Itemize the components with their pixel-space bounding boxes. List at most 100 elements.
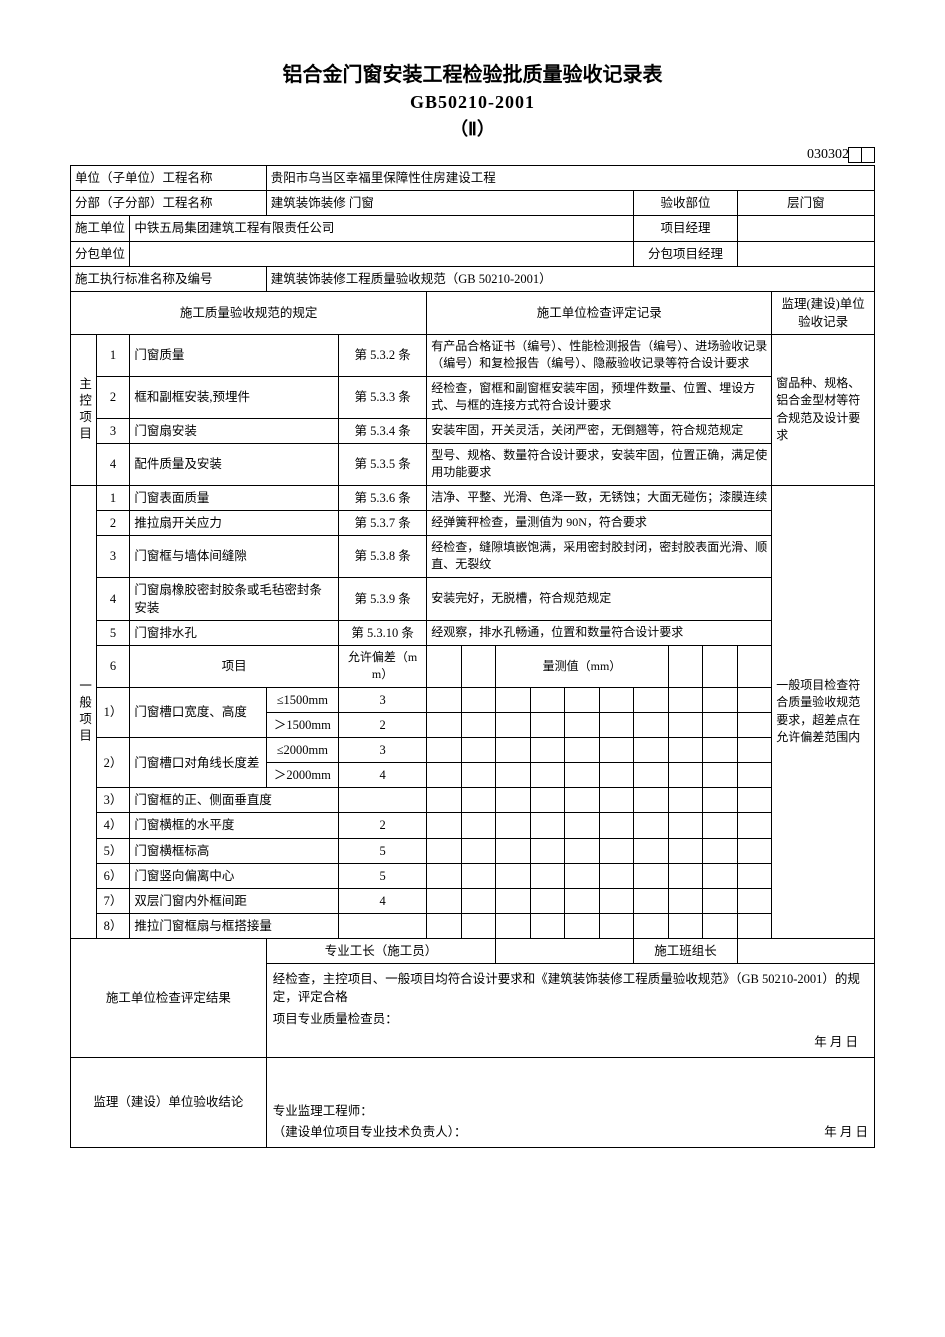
tol-row: 8） 推拉门窗框扇与框搭接量	[71, 913, 875, 938]
item-name: 门窗扇安装	[130, 418, 339, 443]
meas-cell	[668, 712, 703, 737]
item-name: 门窗扇橡胶密封胶条或毛毡密封条安装	[130, 577, 339, 620]
tol-num: 1）	[96, 687, 130, 737]
tol-num: 8）	[96, 913, 130, 938]
gen-sup: 一般项目检查符合质量验收规范要求，超差点在允许偏差范围内	[772, 485, 875, 938]
tol-val: 3	[338, 687, 426, 712]
tol-val: 2	[338, 712, 426, 737]
meas-cell	[427, 687, 462, 712]
sup-header: 监理(建设)单位验收记录	[772, 291, 875, 334]
meas-cell	[737, 913, 772, 938]
tol-num: 6）	[96, 863, 130, 888]
meas-cell	[668, 913, 703, 938]
doc-roman: （Ⅱ）	[70, 115, 875, 141]
result-header-row: 施工单位检查评定结果 专业工长（施工员） 施工班组长	[71, 939, 875, 964]
item-num: 1	[96, 335, 130, 377]
meas-cell	[634, 838, 669, 863]
info-row: 施工执行标准名称及编号 建筑装饰装修工程质量验收规范（GB 50210-2001…	[71, 266, 875, 291]
sub-label: 分部（子分部）工程名称	[71, 191, 267, 216]
spec-header: 施工质量验收规范的规定	[71, 291, 427, 334]
item-record: 经检查，缝隙填嵌饱满，采用密封胶封闭，密封胶表面光滑、顺直、无裂纹	[427, 535, 772, 577]
meas-cell	[496, 738, 531, 763]
meas-cell	[565, 913, 600, 938]
meas-cell	[530, 738, 565, 763]
foreman-label: 专业工长（施工员）	[266, 939, 495, 964]
meas-cell	[668, 763, 703, 788]
item-clause: 第 5.3.6 条	[338, 485, 426, 510]
tol-row: 4） 门窗横框的水平度 2	[71, 813, 875, 838]
tol-row: 6） 门窗竖向偏离中心 5	[71, 863, 875, 888]
main-table: 单位（子单位）工程名称 贵阳市乌当区幸福里保障性住房建设工程 分部（子分部）工程…	[70, 165, 875, 1147]
tol-name: 门窗竖向偏离中心	[130, 863, 339, 888]
code-box	[848, 147, 862, 163]
meas-cell	[427, 813, 462, 838]
tol-header-row: 6 项目 允许偏差（mm） 量测值（mm）	[71, 645, 875, 687]
meas-cell	[703, 712, 738, 737]
constr-unit-value: 中铁五局集团建筑工程有限责任公司	[130, 216, 634, 241]
meas-cell	[737, 888, 772, 913]
item-clause: 第 5.3.10 条	[338, 620, 426, 645]
tol-num: 2）	[96, 738, 130, 788]
tol-name: 门窗槽口对角线长度差	[130, 738, 266, 788]
tol-val: 3	[338, 738, 426, 763]
meas-cell	[565, 788, 600, 813]
main-item-row: 主控项目 1 门窗质量 第 5.3.2 条 有产品合格证书（编号）、性能检测报告…	[71, 335, 875, 377]
item-num: 4	[96, 577, 130, 620]
gen-item-row: 一般项目 1 门窗表面质量 第 5.3.6 条 洁净、平整、光滑、色泽一致，无锈…	[71, 485, 875, 510]
tol-name: 门窗框的正、侧面垂直度	[130, 788, 339, 813]
meas-cell	[634, 888, 669, 913]
item-record: 经观察，排水孔畅通，位置和数量符合设计要求	[427, 620, 772, 645]
tol-num: 7）	[96, 888, 130, 913]
item-num: 3	[96, 535, 130, 577]
item-num: 2	[96, 376, 130, 418]
item-name: 框和副框安装,预埋件	[130, 376, 339, 418]
tol-name: 门窗横框的水平度	[130, 813, 339, 838]
tol-name: 双层门窗内外框间距	[130, 888, 339, 913]
meas-cell	[599, 838, 634, 863]
meas-cell	[427, 838, 462, 863]
meas-cell	[530, 813, 565, 838]
meas-cell	[461, 738, 496, 763]
meas-cell	[496, 813, 531, 838]
item-num: 6	[96, 645, 130, 687]
meas-cell	[668, 645, 703, 687]
meas-cell	[461, 687, 496, 712]
meas-cell	[565, 813, 600, 838]
meas-cell	[599, 763, 634, 788]
gen-item-row: 4 门窗扇橡胶密封胶条或毛毡密封条安装 第 5.3.9 条 安装完好，无脱槽，符…	[71, 577, 875, 620]
meas-cell	[703, 888, 738, 913]
meas-cell	[634, 687, 669, 712]
tol-row: 3） 门窗框的正、侧面垂直度	[71, 788, 875, 813]
meas-cell	[461, 788, 496, 813]
meas-cell	[737, 738, 772, 763]
accept-part-label: 验收部位	[634, 191, 738, 216]
meas-cell	[634, 738, 669, 763]
meas-cell	[427, 712, 462, 737]
meas-cell	[668, 738, 703, 763]
result-text2: 项目专业质量检查员：	[273, 1010, 868, 1028]
sup-text1: 专业监理工程师：	[273, 1102, 868, 1120]
item-clause: 第 5.3.2 条	[338, 335, 426, 377]
meas-cell	[703, 763, 738, 788]
main-sup: 窗品种、规格、铝合金型材等符合规范及设计要求	[772, 335, 875, 485]
item-clause: 第 5.3.4 条	[338, 418, 426, 443]
result-body: 经检查，主控项目、一般项目均符合设计要求和《建筑装饰装修工程质量验收规范》（GB…	[266, 964, 874, 1058]
meas-cell	[599, 738, 634, 763]
sup-date: 年 月 日	[824, 1123, 868, 1141]
foreman-value	[496, 939, 634, 964]
meas-cell	[599, 788, 634, 813]
team-label: 施工班组长	[634, 939, 738, 964]
sup-row: 监理（建设）单位验收结论 专业监理工程师： （建设单位项目专业技术负责人）： 年…	[71, 1057, 875, 1147]
meas-cell	[599, 888, 634, 913]
section-header-row: 施工质量验收规范的规定 施工单位检查评定记录 监理(建设)单位验收记录	[71, 291, 875, 334]
doc-code: 030302	[807, 147, 849, 162]
meas-cell	[668, 813, 703, 838]
sub-value: 建筑装饰装修 门窗	[266, 191, 633, 216]
tol-name: 门窗槽口宽度、高度	[130, 687, 266, 737]
meas-cell	[599, 913, 634, 938]
meas-cell	[703, 788, 738, 813]
meas-cell	[565, 838, 600, 863]
item-num: 5	[96, 620, 130, 645]
meas-cell	[565, 738, 600, 763]
item-record: 安装完好，无脱槽，符合规范规定	[427, 577, 772, 620]
